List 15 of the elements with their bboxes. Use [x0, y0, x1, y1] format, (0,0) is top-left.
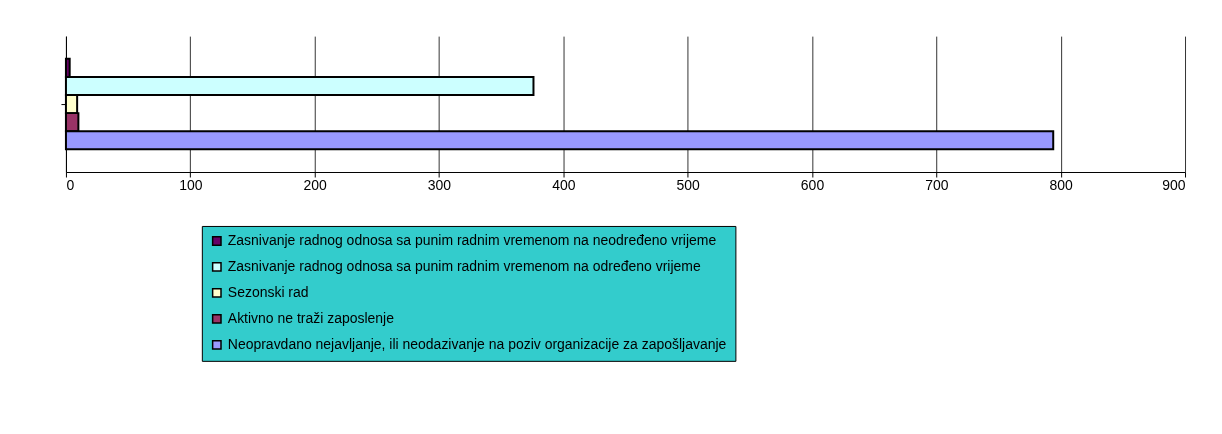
- x-tick-label: 600: [800, 177, 825, 194]
- legend-label: Sezonski rad: [227, 283, 309, 300]
- x-tick-label: 500: [676, 177, 701, 194]
- x-tick-label: 800: [1049, 177, 1074, 194]
- x-tick-label: 300: [427, 177, 452, 194]
- legend-label: Aktivno ne traži zaposlenje: [227, 309, 395, 326]
- x-tick-label: 400: [552, 177, 576, 194]
- x-tick-label: 0: [66, 177, 75, 194]
- x-tick-label: 900: [1162, 177, 1186, 194]
- x-tick-label: 200: [303, 177, 328, 194]
- x-tick-label: 100: [179, 177, 203, 194]
- legend-label: Zasnivanje radnog odnosa sa punim radnim vremenom na neodređeno vrijeme: [227, 231, 717, 248]
- x-tick-label: 700: [925, 177, 949, 194]
- legend-label: Neopravdano nejavljanje, ili neodazivanje na poziv organizacije za zapošljavanje: [227, 335, 727, 352]
- legend-label: Zasnivanje radnog odnosa sa punim radnim vremenom na određeno vrijeme: [227, 257, 701, 274]
